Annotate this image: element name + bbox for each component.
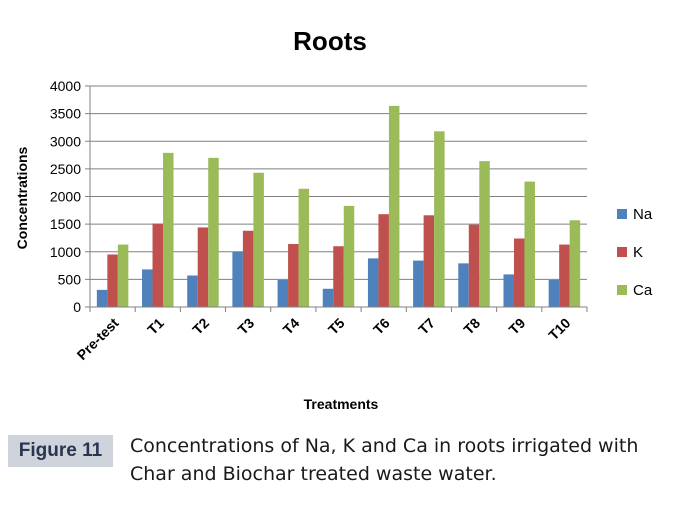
bar-na-t5: [322, 288, 334, 307]
bar-na-t8: [458, 263, 469, 307]
x-category-label: T1: [144, 315, 167, 338]
legend-label-k: K: [633, 244, 643, 261]
bar-na-t9: [503, 274, 514, 307]
bar-ca-t1: [163, 152, 174, 307]
y-tick-label: 3500: [50, 106, 81, 122]
bar-na-pre-test: [96, 289, 108, 307]
x-category-label: T4: [280, 315, 303, 338]
x-category-label: T3: [234, 315, 257, 338]
bars: [96, 105, 581, 307]
bar-k-t1: [152, 223, 164, 307]
bar-ca-pre-test: [117, 244, 129, 307]
x-axis-categories: Pre-test T1 T2 T3 T4 T5 T6 T7 T8 T9 T10: [74, 307, 588, 363]
bar-ca-t7: [434, 131, 445, 307]
bar-k-t8: [468, 224, 480, 307]
legend-label-ca: Ca: [633, 282, 653, 299]
figure-label: Figure 11: [8, 435, 113, 467]
bar-chart: Roots 0 500 1000 1500 2000 2500 3000 3500 4000 P…: [14, 26, 653, 412]
bar-na-t1: [142, 269, 153, 307]
bar-ca-t2: [208, 157, 219, 307]
y-tick-label: 3000: [50, 133, 81, 149]
bar-ca-t8: [479, 161, 490, 307]
x-category-label: T6: [370, 315, 393, 338]
bar-na-t3: [232, 251, 243, 307]
bar-ca-t6: [388, 105, 400, 307]
bar-ca-t10: [569, 220, 581, 307]
y-tick-label: 2000: [50, 189, 81, 205]
x-category-label: T2: [189, 315, 212, 338]
bar-ca-t4: [298, 188, 310, 307]
figure-caption: Figure 11 Concentrations of Na, K and Ca…: [8, 432, 668, 492]
x-category-label: T8: [460, 315, 483, 338]
y-axis-title: Concentrations: [14, 146, 30, 249]
y-tick-label: 500: [58, 271, 82, 287]
legend-swatch-na: [617, 209, 627, 219]
bar-k-t10: [559, 244, 570, 307]
bar-ca-t5: [343, 205, 355, 307]
bar-k-t7: [423, 215, 435, 307]
x-axis-title: Treatments: [304, 396, 379, 412]
y-axis-ticks: 0 500 1000 1500 2000 2500 3000 3500 4000: [50, 78, 90, 315]
y-tick-label: 4000: [50, 78, 81, 94]
legend-swatch-k: [617, 247, 627, 257]
x-category-label: T9: [505, 315, 528, 338]
bar-na-t4: [277, 279, 289, 307]
bar-ca-t3: [253, 172, 264, 307]
x-category-label: Pre-test: [74, 315, 122, 363]
legend-label-na: Na: [633, 206, 653, 223]
bar-k-t4: [288, 244, 299, 307]
y-tick-label: 2500: [50, 161, 81, 177]
bar-k-t2: [197, 227, 209, 307]
bar-na-t10: [548, 279, 560, 307]
bar-k-t6: [378, 214, 389, 307]
bar-na-t7: [413, 260, 424, 307]
y-tick-label: 0: [73, 299, 81, 315]
legend: Na K Ca: [617, 206, 653, 299]
bar-k-pre-test: [107, 254, 118, 307]
bar-na-t2: [187, 275, 198, 307]
legend-swatch-ca: [617, 285, 627, 295]
x-category-label: T10: [545, 315, 574, 344]
x-category-label: T7: [415, 315, 438, 338]
y-tick-label: 1000: [50, 244, 81, 260]
caption-text: Concentrations of Na, K and Ca in roots …: [130, 435, 639, 485]
bar-k-t5: [333, 246, 344, 307]
bar-na-t6: [367, 258, 379, 307]
y-tick-label: 1500: [50, 216, 81, 232]
x-category-label: T5: [325, 315, 348, 338]
chart-title: Roots: [293, 26, 367, 56]
bar-k-t9: [513, 238, 525, 307]
bar-ca-t9: [524, 181, 535, 307]
bar-k-t3: [242, 230, 254, 307]
